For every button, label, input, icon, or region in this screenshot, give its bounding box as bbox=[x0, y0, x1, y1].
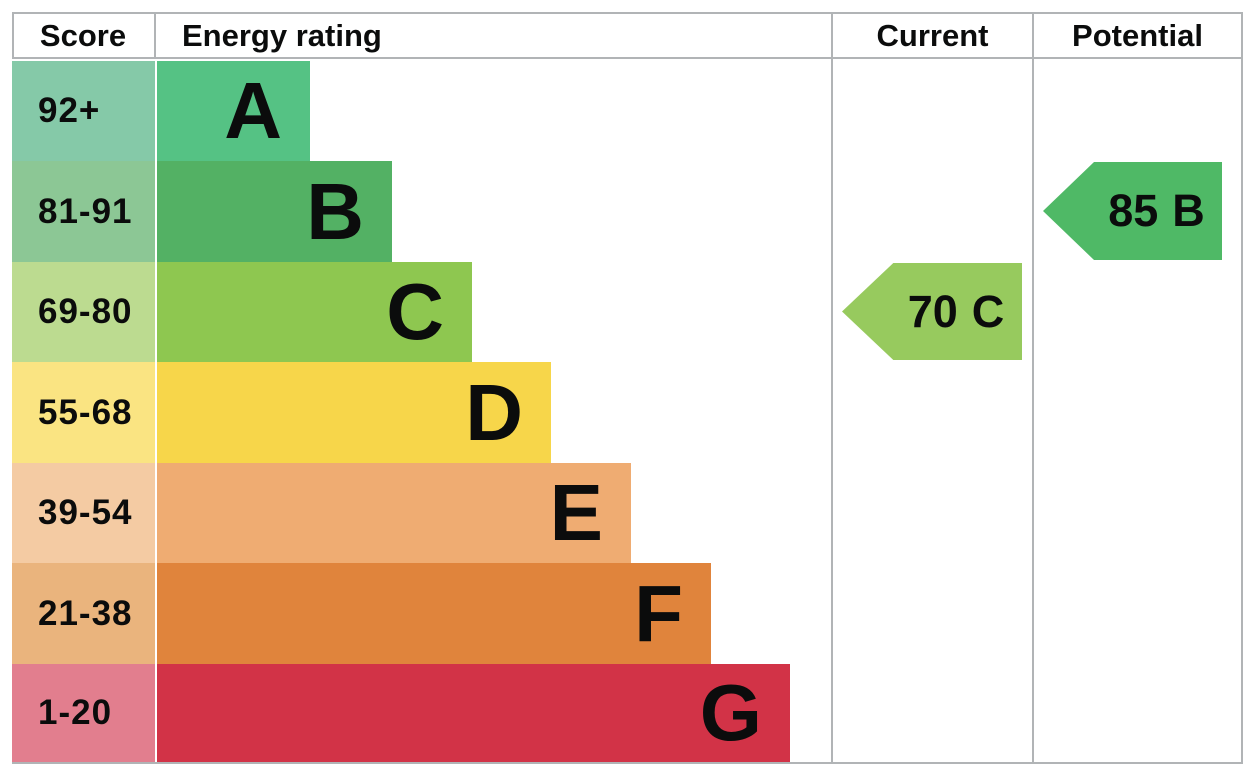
band-letter: A bbox=[224, 66, 282, 155]
band-row-f: 21-38 F bbox=[12, 563, 711, 664]
table-bottom-border bbox=[12, 762, 1243, 764]
band-letter: C bbox=[386, 267, 444, 356]
score-cell-c: 69-80 bbox=[12, 262, 155, 362]
potential-column-header: Potential bbox=[1072, 18, 1203, 53]
band-row-e: 39-54 E bbox=[12, 463, 631, 563]
energy-bar-c: C bbox=[157, 262, 472, 362]
table-right-border bbox=[1241, 12, 1243, 764]
band-letter: E bbox=[549, 468, 603, 557]
band-row-c: 69-80 C bbox=[12, 262, 472, 362]
score-cell-e: 39-54 bbox=[12, 463, 155, 563]
band-letter: D bbox=[465, 367, 523, 457]
potential-rating-arrow: 85 B bbox=[1043, 162, 1222, 260]
band-row-b: 81-91 B bbox=[12, 161, 392, 262]
score-column-header: Score bbox=[39, 18, 127, 53]
score-range-label: 92+ bbox=[38, 91, 101, 130]
energy-bar-a: A bbox=[157, 61, 310, 161]
table-top-border bbox=[12, 12, 1243, 14]
score-range-label: 39-54 bbox=[38, 493, 133, 532]
header-bottom-border bbox=[12, 57, 1243, 59]
band-letter: B bbox=[306, 166, 364, 256]
energy-bar-b: B bbox=[157, 161, 392, 262]
potential-score-value: 85 bbox=[1108, 185, 1159, 236]
band-letter: F bbox=[634, 568, 683, 658]
score-cell-f: 21-38 bbox=[12, 563, 155, 664]
band-row-d: 55-68 D bbox=[12, 362, 551, 463]
band-row-a: 92+ A bbox=[12, 61, 310, 161]
header-left-border bbox=[12, 12, 14, 59]
current-score-value: 70 bbox=[907, 285, 958, 337]
score-range-label: 69-80 bbox=[38, 292, 133, 331]
score-cell-a: 92+ bbox=[12, 61, 155, 161]
band-row-g: 1-20 G bbox=[12, 664, 790, 762]
score-cell-b: 81-91 bbox=[12, 161, 155, 262]
score-range-label: 81-91 bbox=[38, 191, 133, 231]
energy-bar-f: F bbox=[157, 563, 711, 664]
score-range-label: 21-38 bbox=[38, 593, 133, 633]
energy-rating-column-header: Energy rating bbox=[182, 18, 382, 53]
current-column-divider bbox=[831, 12, 833, 764]
current-column-header: Current bbox=[876, 18, 989, 53]
current-rating-arrow: 70 C bbox=[842, 263, 1022, 360]
energy-bar-e: E bbox=[157, 463, 631, 563]
score-cell-g: 1-20 bbox=[12, 664, 155, 762]
score-range-label: 1-20 bbox=[38, 693, 113, 732]
score-range-label: 55-68 bbox=[38, 392, 133, 432]
band-letter: G bbox=[699, 668, 762, 757]
potential-column-divider bbox=[1032, 12, 1034, 764]
energy-bar-d: D bbox=[157, 362, 551, 463]
energy-bar-g: G bbox=[157, 664, 790, 762]
current-grade-letter: C bbox=[971, 285, 1005, 337]
score-cell-d: 55-68 bbox=[12, 362, 155, 463]
score-column-divider bbox=[154, 12, 156, 59]
potential-grade-letter: B bbox=[1172, 185, 1205, 236]
